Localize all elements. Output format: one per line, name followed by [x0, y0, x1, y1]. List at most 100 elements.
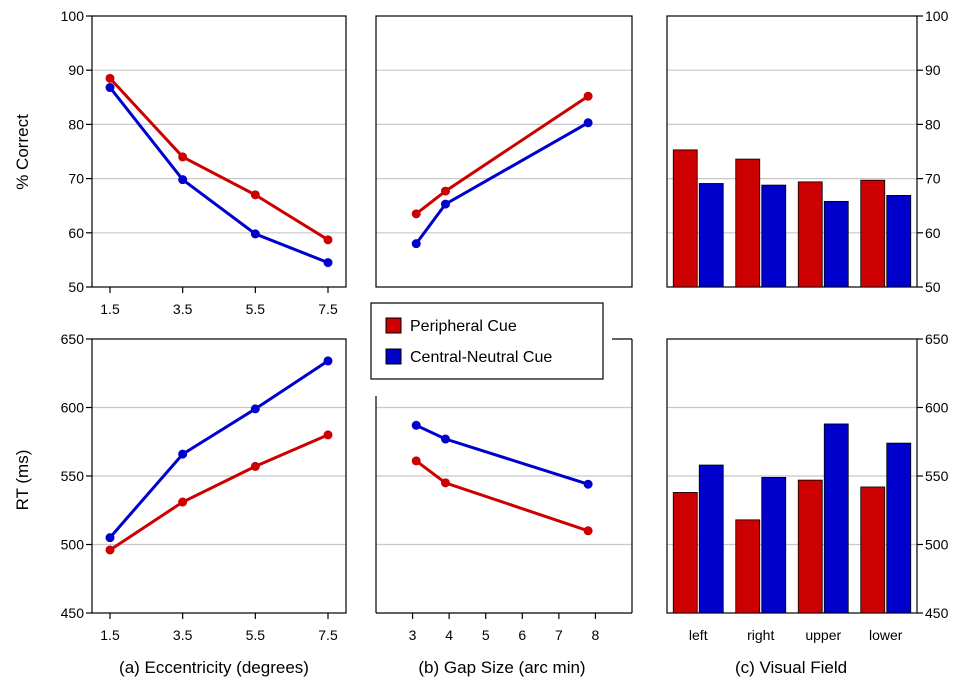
- series-line-b-top-0: [415, 94, 589, 215]
- series-line-b-bottom-1: [415, 423, 589, 486]
- bar-lower-bottom-0: [860, 486, 886, 614]
- bar-lower-top-1: [886, 195, 912, 288]
- bar-lower-top-0: [860, 179, 886, 288]
- ytick-label-a-bottom: 450: [61, 605, 85, 621]
- bar-left-top-0: [672, 149, 698, 288]
- ytick-label-a-top: 80: [68, 116, 84, 132]
- data-point-a-top: [323, 235, 333, 245]
- series-line-a-bottom-1: [108, 359, 329, 539]
- ylabel-accuracy: % Correct: [13, 114, 32, 190]
- data-point-b-top: [411, 239, 421, 249]
- data-point-b-top: [440, 199, 450, 209]
- bar-upper-bottom-0: [797, 479, 823, 614]
- bar-upper-top-0: [797, 181, 823, 288]
- data-point-b-bottom: [583, 526, 593, 536]
- series-line-a-bottom-0: [109, 433, 329, 552]
- ytick-label-a-bottom: 600: [61, 400, 85, 416]
- data-point-b-bottom: [440, 434, 450, 444]
- bar-right-top-1: [761, 184, 787, 288]
- data-point-a-bottom: [250, 404, 260, 414]
- ytick-label-c-top: 90: [925, 62, 941, 78]
- bar-lower-bottom-1: [886, 442, 912, 614]
- xtick-label-a-top: 7.5: [318, 301, 338, 317]
- xtick-label-a-bottom: 3.5: [173, 627, 193, 643]
- data-point-b-bottom: [411, 456, 421, 466]
- xtick-label-a-bottom: 1.5: [100, 627, 120, 643]
- ytick-label-c-top: 80: [925, 116, 941, 132]
- ytick-label-a-top: 50: [68, 279, 84, 295]
- ytick-label-a-top: 60: [68, 225, 84, 241]
- data-point-a-top: [250, 190, 260, 200]
- bar-upper-bottom-1: [823, 423, 849, 614]
- xtick-label-a-top: 5.5: [246, 301, 266, 317]
- data-point-b-top: [411, 209, 421, 219]
- data-point-b-top: [583, 118, 593, 128]
- legend-swatch-peripheral: [385, 317, 402, 334]
- ytick-label-c-top: 60: [925, 225, 941, 241]
- xtick-label-a-top: 3.5: [173, 301, 193, 317]
- data-point-a-bottom: [250, 461, 260, 471]
- legend-swatch-central: [385, 348, 402, 365]
- data-point-b-top: [583, 91, 593, 101]
- ytick-label-c-bottom: 550: [925, 468, 949, 484]
- ytick-label-c-top: 50: [925, 279, 941, 295]
- ytick-label-a-top: 90: [68, 62, 84, 78]
- series-line-b-bottom-0: [415, 459, 589, 533]
- ytick-label-c-bottom: 450: [925, 605, 949, 621]
- data-point-a-bottom: [323, 430, 333, 440]
- xtick-label-b-bottom: 3: [409, 627, 417, 643]
- ytick-label-c-bottom: 600: [925, 400, 949, 416]
- data-point-a-bottom: [105, 545, 115, 555]
- ytick-label-a-bottom: 500: [61, 537, 85, 553]
- data-point-a-top: [178, 152, 188, 162]
- caption-b: (b) Gap Size (arc min): [418, 658, 585, 677]
- xtick-label-b-bottom: 6: [518, 627, 526, 643]
- legend: Peripheral Cue Central-Neutral Cue: [370, 302, 604, 380]
- legend-label-central: Central-Neutral Cue: [410, 349, 552, 366]
- xtick-label-b-bottom: 8: [592, 627, 600, 643]
- xtick-label-b-bottom: 5: [482, 627, 490, 643]
- data-point-a-top: [323, 258, 333, 268]
- data-point-a-top: [105, 83, 115, 93]
- xtick-label-b-bottom: 4: [445, 627, 453, 643]
- bar-right-top-0: [735, 158, 761, 288]
- legend-label-peripheral: Peripheral Cue: [410, 318, 517, 335]
- ytick-label-a-bottom: 650: [61, 331, 85, 347]
- data-point-a-top: [178, 175, 188, 185]
- caption-c: (c) Visual Field: [735, 658, 847, 677]
- data-point-b-bottom: [411, 420, 421, 430]
- data-point-a-top: [105, 73, 115, 83]
- series-line-b-top-1: [414, 121, 589, 245]
- bar-left-top-1: [698, 183, 724, 288]
- bar-right-bottom-1: [761, 476, 787, 614]
- xtick-label-c-bottom: lower: [869, 627, 903, 643]
- frame-a-top: [91, 15, 347, 288]
- frame-b-top: [375, 15, 633, 288]
- ylabel-rt: RT (ms): [13, 450, 32, 511]
- xtick-label-a-bottom: 5.5: [246, 627, 266, 643]
- ytick-label-c-bottom: 500: [925, 537, 949, 553]
- xtick-label-c-bottom: left: [689, 627, 708, 643]
- data-point-a-bottom: [178, 449, 188, 459]
- data-point-a-bottom: [323, 356, 333, 366]
- data-point-a-bottom: [178, 497, 188, 507]
- legend-box: [370, 302, 604, 380]
- series-line-a-top-1: [108, 86, 329, 264]
- caption-a: (a) Eccentricity (degrees): [119, 658, 309, 677]
- ytick-label-a-top: 70: [68, 171, 84, 187]
- data-point-b-bottom: [583, 479, 593, 489]
- ytick-label-a-top: 100: [61, 8, 85, 24]
- ytick-label-a-bottom: 550: [61, 468, 85, 484]
- series-line-a-top-0: [108, 77, 329, 242]
- ytick-label-c-bottom: 650: [925, 331, 949, 347]
- frame-c-top: [666, 15, 918, 288]
- xtick-label-c-bottom: right: [747, 627, 774, 643]
- data-point-b-top: [440, 186, 450, 196]
- xtick-label-c-bottom: upper: [805, 627, 841, 643]
- data-point-a-bottom: [105, 533, 115, 543]
- data-point-a-top: [250, 229, 260, 239]
- bar-left-bottom-1: [698, 464, 724, 614]
- xtick-label-b-bottom: 7: [555, 627, 563, 643]
